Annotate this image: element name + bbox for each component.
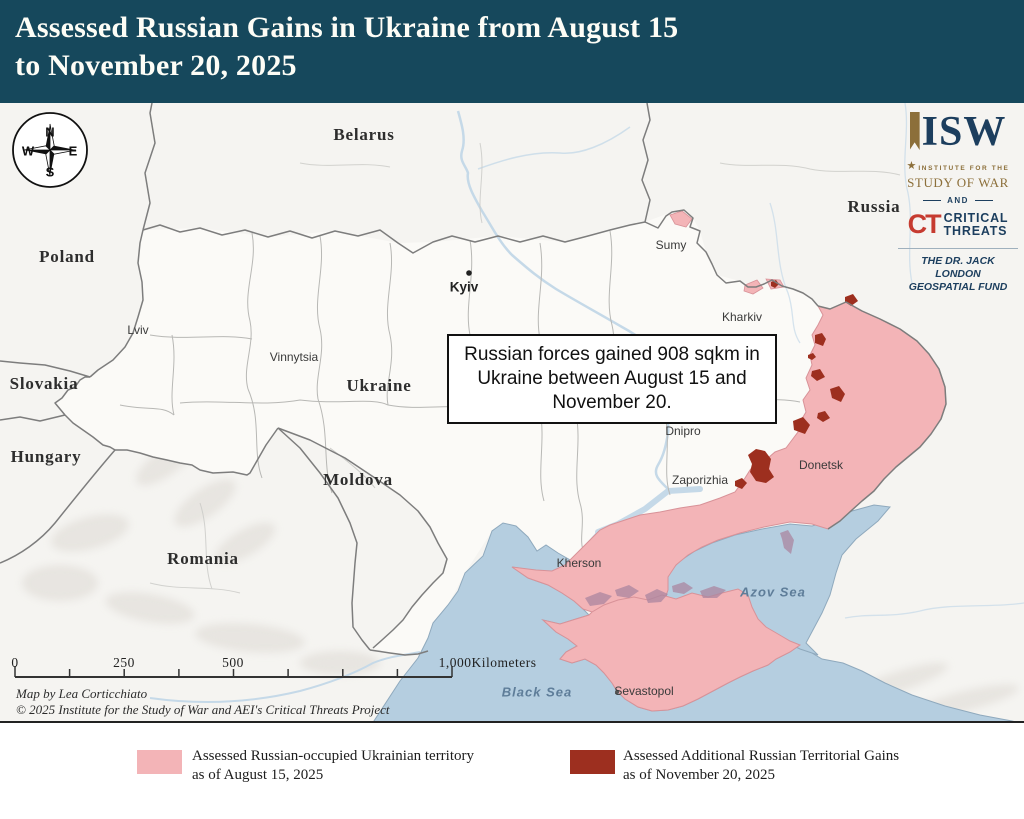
legend: Assessed Russian-occupied Ukrainian terr… <box>0 723 1024 819</box>
legend-item-occupied: Assessed Russian-occupied Ukrainian terr… <box>192 747 474 785</box>
isw-wordmark: ISW <box>921 109 1007 155</box>
info-box: Russian forces gained 908 sqkm in Ukrain… <box>447 334 777 424</box>
label-slovakia: Slovakia <box>9 374 79 393</box>
isw-institute-text: INSTITUTE FOR THE <box>918 165 1010 172</box>
title-line-2: to November 20, 2025 <box>15 49 297 82</box>
fund-line-2: GEOSPATIAL FUND <box>908 281 1008 293</box>
legend-gains-line1: Assessed Additional Russian Territorial … <box>623 748 900 764</box>
header-bar: Assessed Russian Gains in Ukraine from A… <box>0 0 1024 103</box>
label-kharkiv: Kharkiv <box>721 310 763 324</box>
isw-institute-row: ★ INSTITUTE FOR THE <box>898 157 1018 175</box>
sivash-lagoons <box>585 530 794 606</box>
label-azov-sea: Azov Sea <box>740 584 806 600</box>
map-bottom-border <box>0 721 1024 723</box>
label-russia: Russia <box>847 197 901 216</box>
label-sevastopol: Sevastopol <box>614 684 674 698</box>
label-sumy: Sumy <box>655 238 687 252</box>
country-borders <box>0 103 947 656</box>
neighbor-faint-lines <box>149 142 901 594</box>
label-kyiv: Kyiv <box>449 279 479 295</box>
geospatial-fund: THE DR. JACK LONDON GEOSPATIAL FUND <box>898 248 1018 294</box>
label-kherson: Kherson <box>556 556 602 570</box>
scale-500: 500 <box>222 655 244 670</box>
scale-unit: Kilometers <box>471 655 537 670</box>
label-black-sea: Black Sea <box>501 684 573 700</box>
title-line-1: Assessed Russian Gains in Ukraine from A… <box>15 11 679 44</box>
rule-right <box>974 200 993 201</box>
page-title: Assessed Russian Gains in Ukraine from A… <box>15 9 678 85</box>
label-dnipro: Dnipro <box>665 424 701 438</box>
kyiv-dot <box>466 270 472 276</box>
compass-n: N <box>45 124 55 140</box>
legend-swatch-gains <box>570 750 615 774</box>
label-hungary: Hungary <box>10 447 82 466</box>
star-icon: ★ <box>906 160 917 172</box>
attribution-author: Map by Lea Corticchiato <box>16 686 148 701</box>
compass-rose <box>12 112 88 188</box>
label-zaporizhia: Zaporizhia <box>671 473 729 487</box>
logo-and-row: AND <box>898 196 1018 205</box>
critical-threats-logo: CT CRITICAL THREATS <box>898 209 1018 240</box>
label-moldova: Moldova <box>323 470 393 489</box>
ct-threats: THREATS <box>943 223 1008 238</box>
label-belarus: Belarus <box>333 125 395 144</box>
label-poland: Poland <box>39 247 95 266</box>
scale-bar <box>14 666 453 678</box>
rule-left <box>923 200 942 201</box>
compass-s: S <box>45 164 55 180</box>
scale-250: 250 <box>113 655 135 670</box>
logo-and-text: AND <box>947 196 969 205</box>
isw-study-of-war: STUDY OF WAR <box>907 175 1009 190</box>
scale-0: 0 <box>11 655 19 670</box>
scale-1000: 1,000 <box>438 655 472 670</box>
compass-e: E <box>68 143 78 159</box>
label-vinnytsia: Vinnytsia <box>269 350 319 364</box>
label-lviv: Lviv <box>127 323 149 337</box>
legend-swatch-occupied <box>137 750 182 774</box>
compass-w: W <box>21 143 35 159</box>
label-ukraine: Ukraine <box>346 376 412 395</box>
ukraine-landmass <box>55 212 946 655</box>
legend-occupied-line2: as of August 15, 2025 <box>192 767 324 783</box>
attribution-copyright: © 2025 Institute for the Study of War an… <box>16 702 390 717</box>
label-romania: Romania <box>167 549 239 568</box>
isw-ct-logo: ISW ★ INSTITUTE FOR THE STUDY OF WAR AND … <box>898 109 1018 294</box>
isw-ribbon-icon <box>909 112 920 150</box>
ct-critical: CRITICAL <box>943 210 1009 225</box>
ct-monogram: CT <box>907 209 942 239</box>
label-donetsk: Donetsk <box>798 458 844 472</box>
ct-wordmark: CRITICAL THREATS <box>943 210 1009 238</box>
sevastopol-dot <box>615 690 619 694</box>
legend-occupied-line1: Assessed Russian-occupied Ukrainian terr… <box>192 748 475 764</box>
fund-line-1: THE DR. JACK LONDON <box>921 255 995 280</box>
legend-gains-line2: as of November 20, 2025 <box>623 767 776 783</box>
legend-item-gains: Assessed Additional Russian Territorial … <box>623 747 899 785</box>
